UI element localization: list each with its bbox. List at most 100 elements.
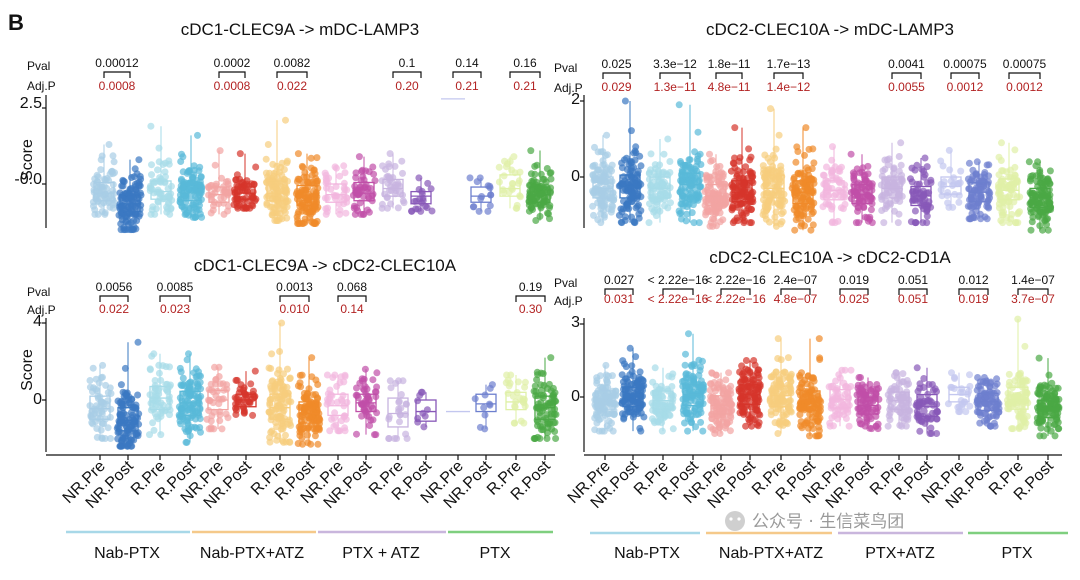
- chart-point: [984, 178, 992, 186]
- chart-point: [838, 163, 845, 171]
- chart-point: [196, 163, 204, 171]
- chart-point: [262, 155, 270, 163]
- chart-point: [749, 198, 757, 206]
- chart-point: [163, 203, 171, 211]
- chart-point: [1046, 167, 1054, 175]
- chart-point: [311, 432, 319, 440]
- chart-point: [1040, 432, 1048, 440]
- significance-bracket: [392, 71, 422, 78]
- chart-point: [1011, 171, 1019, 179]
- chart-point: [129, 202, 137, 210]
- chart-point: [508, 180, 516, 187]
- chart-point: [181, 192, 189, 200]
- chart-point: [1038, 191, 1046, 199]
- chart-point: [659, 180, 667, 188]
- chart-point: [127, 423, 135, 431]
- chart-point: [149, 419, 157, 427]
- chart-point: [981, 400, 989, 408]
- pval-label: 0.068: [337, 280, 367, 294]
- chart-point: [633, 399, 641, 406]
- chart-point: [279, 425, 287, 433]
- chart-point: [685, 409, 693, 417]
- chart-point: [470, 203, 478, 211]
- chart-point: [125, 393, 133, 401]
- chart-point: [923, 219, 931, 227]
- chart-point: [982, 394, 990, 401]
- y-tick-label: 4: [33, 313, 42, 330]
- y-tick-label: 0: [33, 391, 42, 408]
- chart-point: [131, 165, 139, 173]
- chart-point: [804, 215, 812, 223]
- chart-point: [1011, 146, 1019, 154]
- chart-point: [779, 208, 787, 216]
- pval-label: 0.00012: [95, 56, 139, 70]
- chart-point: [147, 122, 155, 130]
- chart-point: [690, 219, 698, 227]
- chart-point: [731, 192, 739, 200]
- adj-row-label-4: Adj.P: [554, 294, 583, 308]
- chart-point: [94, 210, 102, 218]
- chart-point: [151, 410, 159, 418]
- chart-point: [819, 191, 827, 199]
- chart-point: [909, 188, 916, 196]
- chart-point: [895, 210, 903, 218]
- chart-point: [182, 438, 190, 446]
- chart-point: [249, 411, 257, 419]
- box: [117, 407, 139, 432]
- chart-point: [650, 195, 658, 203]
- chart-point: [695, 191, 703, 199]
- chart-point: [752, 406, 760, 414]
- chart-point: [299, 440, 306, 448]
- chart-point: [742, 193, 750, 201]
- chart-point: [338, 417, 345, 425]
- chart-point: [815, 415, 823, 423]
- chart-point: [695, 219, 703, 227]
- chart-point: [819, 171, 827, 179]
- chart-point: [502, 163, 510, 171]
- chart-point: [398, 157, 406, 165]
- box: [592, 176, 614, 199]
- chart-point: [618, 399, 626, 407]
- chart-point: [740, 385, 748, 393]
- chart-point: [531, 162, 539, 170]
- chart-point: [766, 218, 773, 226]
- chart-point: [708, 369, 716, 377]
- chart-point: [1029, 198, 1037, 206]
- chart-point: [703, 176, 711, 184]
- chart-point: [359, 173, 367, 181]
- chart-point: [115, 211, 123, 219]
- chart-point: [647, 150, 655, 158]
- chart-point: [632, 143, 640, 151]
- chart-point: [369, 376, 377, 384]
- chart-point: [743, 201, 751, 209]
- box: [649, 176, 671, 199]
- chart-point: [125, 208, 133, 216]
- chart-point: [696, 367, 704, 374]
- chart-point: [636, 424, 644, 432]
- chart-point: [194, 382, 202, 390]
- chart-point: [545, 210, 552, 218]
- chart-point: [151, 377, 159, 384]
- panel-letter: B: [8, 10, 24, 35]
- chart-point: [845, 422, 853, 430]
- chart-point: [618, 159, 626, 167]
- chart-point: [1025, 158, 1033, 166]
- chart-point: [804, 184, 812, 192]
- chart-point: [163, 208, 171, 216]
- chart-point: [157, 431, 165, 439]
- chart-point: [784, 354, 792, 362]
- chart-point: [417, 388, 425, 396]
- group-label-ptx-atz: PTX+ATZ: [865, 545, 935, 562]
- chart-point: [267, 365, 275, 372]
- chart-point: [956, 179, 964, 187]
- group-label-ptx: PTX: [1001, 545, 1032, 562]
- chart-point: [807, 174, 815, 182]
- chart-point: [1054, 425, 1062, 433]
- chart-point: [716, 405, 724, 413]
- adjusted-pval-label: 0.022: [277, 79, 307, 93]
- chart-point: [742, 207, 750, 215]
- chart-point: [664, 204, 672, 212]
- chart-point: [1028, 218, 1036, 226]
- chart-point: [218, 425, 226, 433]
- chart-point: [774, 430, 782, 437]
